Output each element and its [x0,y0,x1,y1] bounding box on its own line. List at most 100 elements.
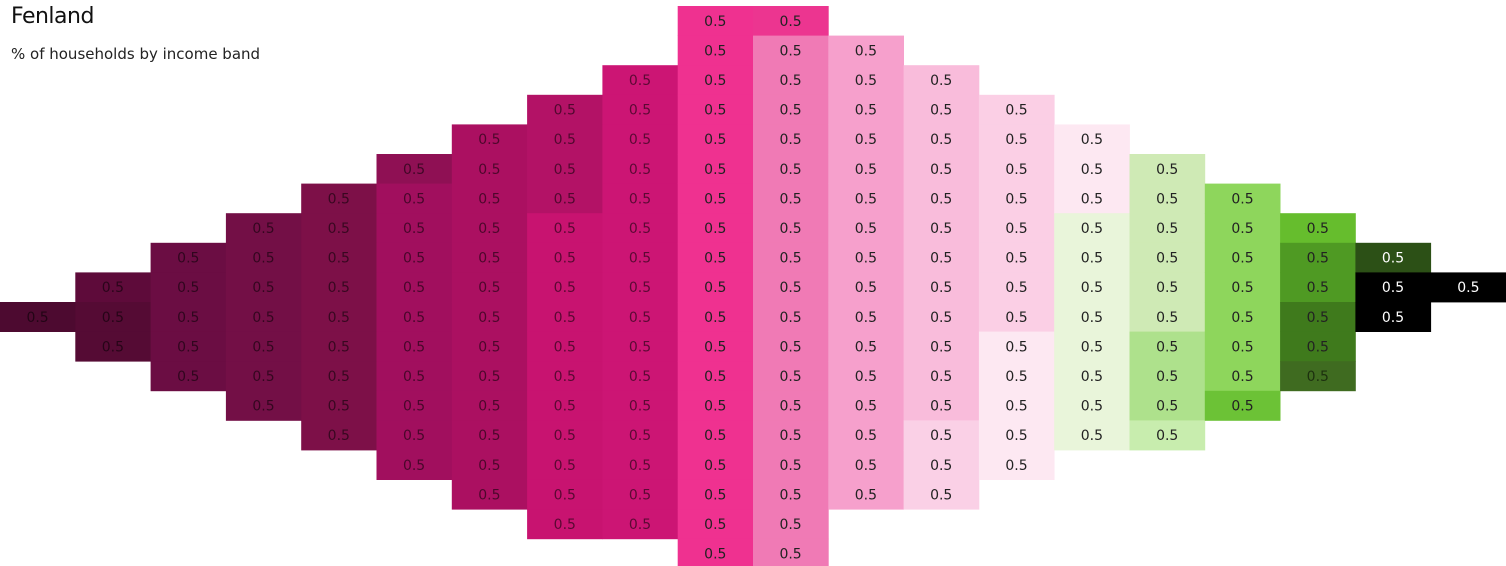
heatmap-cell [1204,302,1281,332]
heatmap-cell [903,124,980,155]
heatmap-cell [753,272,829,303]
cell-value-label: 0.5 [704,251,726,267]
cell-value-label: 0.5 [855,251,877,267]
cell-value-label: 0.5 [1307,221,1329,237]
cell-value-label: 0.5 [704,487,726,503]
cell-value-label: 0.5 [855,458,877,474]
heatmap-cell [1054,154,1130,184]
heatmap-cell [753,94,829,125]
heatmap-cell [1204,390,1281,421]
cell-value-label: 0.5 [403,162,425,178]
heatmap-cell [978,361,1055,392]
cell-value-label: 0.5 [1156,310,1178,326]
heatmap-cell [828,242,904,273]
cell-value-label: 0.5 [478,191,500,207]
heatmap-cell [301,183,377,214]
cell-value-label: 0.5 [629,369,651,385]
heatmap-cell [903,65,980,96]
cell-value-label: 0.5 [704,369,726,385]
heatmap-cell [677,420,754,451]
cell-value-label: 0.5 [1156,251,1178,267]
heatmap-cell [1204,242,1281,273]
heatmap-cell [602,242,679,273]
heatmap-cell [677,213,754,244]
cell-value-label: 0.5 [554,310,576,326]
cell-value-label: 0.5 [554,191,576,207]
cell-value-label: 0.5 [704,43,726,59]
cell-value-label: 0.5 [1307,369,1329,385]
heatmap-cell [602,94,679,125]
heatmap-cell [376,154,453,184]
heatmap-cell [225,272,302,303]
cell-value-label: 0.5 [704,280,726,296]
cell-value-label: 0.5 [1005,132,1027,148]
heatmap-cell [753,538,829,566]
heatmap-cell [1054,331,1130,362]
cell-value-label: 0.5 [629,399,651,415]
heatmap-cell [677,361,754,392]
heatmap-cell [753,390,829,421]
cell-value-label: 0.5 [478,221,500,237]
cell-value-label: 0.5 [252,339,274,355]
heatmap-cell [1204,331,1281,362]
cell-value-label: 0.5 [403,369,425,385]
cell-value-label: 0.5 [779,14,801,30]
cell-value-label: 0.5 [1307,251,1329,267]
cell-value-label: 0.5 [554,132,576,148]
heatmap-cell [1054,361,1130,392]
cell-value-label: 0.5 [1156,399,1178,415]
cell-value-label: 0.5 [478,251,500,267]
heatmap-cell [903,183,980,214]
cell-value-label: 0.5 [779,162,801,178]
heatmap-cell [828,154,904,184]
cell-value-label: 0.5 [1307,339,1329,355]
heatmap-cell [1054,420,1130,451]
cell-value-label: 0.5 [629,251,651,267]
heatmap-cell [677,450,754,480]
cell-value-label: 0.5 [1156,428,1178,444]
cell-value-label: 0.5 [554,339,576,355]
heatmap-cell [828,361,904,392]
cell-value-label: 0.5 [930,399,952,415]
heatmap-cell [451,272,528,303]
heatmap-cell [978,390,1055,421]
heatmap-cell [301,420,377,451]
cell-value-label: 0.5 [554,221,576,237]
heatmap-cell [602,213,679,244]
heatmap-cell [978,213,1055,244]
cell-value-label: 0.5 [478,369,500,385]
heatmap-cell [1280,302,1356,332]
cell-value-label: 0.5 [930,369,952,385]
heatmap-cell [1129,361,1206,392]
heatmap-cell [0,302,76,332]
cell-value-label: 0.5 [1005,428,1027,444]
heatmap-cell [1280,272,1356,303]
cell-value-label: 0.5 [779,73,801,89]
heatmap-cell [828,35,904,66]
heatmap-cell [677,302,754,332]
cell-value-label: 0.5 [855,428,877,444]
heatmap-cell [376,450,453,480]
chart-title: Fenland [11,4,94,29]
heatmap-cell [602,302,679,332]
heatmap-cell [376,213,453,244]
cell-value-label: 0.5 [1005,162,1027,178]
heatmap-cell [1054,390,1130,421]
cell-value-label: 0.5 [629,517,651,533]
heatmap-cell [753,6,829,36]
heatmap-cell [376,390,453,421]
heatmap-cell [978,94,1055,125]
heatmap-cell [1054,242,1130,273]
cell-value-label: 0.5 [930,132,952,148]
heatmap-cell [677,242,754,273]
cell-value-label: 0.5 [1005,369,1027,385]
cell-value-label: 0.5 [1081,428,1103,444]
heatmap-cell [451,479,528,510]
cell-value-label: 0.5 [1156,280,1178,296]
cell-value-label: 0.5 [1081,310,1103,326]
cell-value-label: 0.5 [779,487,801,503]
heatmap-cell [903,213,980,244]
heatmap-cell [753,183,829,214]
cell-value-label: 0.5 [478,162,500,178]
cell-value-label: 0.5 [1005,399,1027,415]
